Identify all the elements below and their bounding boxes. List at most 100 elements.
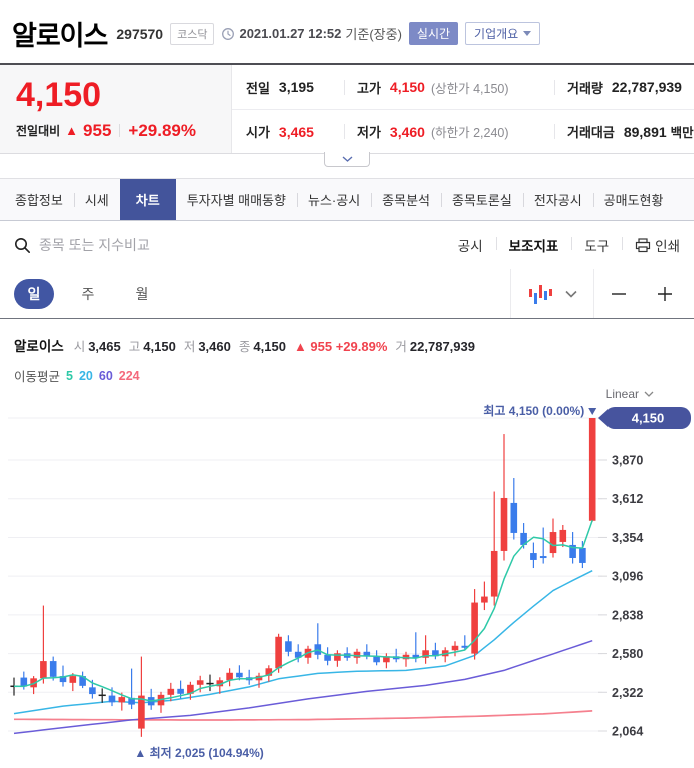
search-input[interactable] (39, 237, 299, 253)
change-percent: +29.89% (128, 120, 197, 140)
y-axis-label: 3,870 (612, 454, 643, 468)
candle (226, 672, 233, 681)
ma-60[interactable]: 60 (98, 368, 113, 383)
tab-투자자별 매매동향[interactable]: 투자자별 매매동향 (186, 193, 286, 208)
candle (177, 688, 184, 694)
candle (128, 697, 135, 705)
candle (520, 532, 527, 545)
compare-search[interactable] (14, 237, 445, 254)
low-annotation: ▲ 최저 2,025 (104.94%) (134, 745, 263, 760)
candle (138, 695, 145, 729)
clock-icon (222, 27, 235, 40)
candle (30, 678, 37, 688)
y-axis-label: 2,838 (612, 608, 643, 622)
candle (236, 672, 243, 678)
y-axis-label: 2,580 (612, 647, 643, 661)
period-일[interactable]: 일 (14, 278, 54, 309)
candle (275, 636, 282, 669)
quote-cell-거래량: 거래량 22,787,939 (554, 79, 694, 96)
candle (216, 680, 224, 687)
current-price-box: 4,150 전일대비 ▲ 955 +29.89% (0, 65, 232, 153)
candle (481, 596, 488, 603)
tab-종목토론실[interactable]: 종목토론실 (441, 179, 523, 220)
candle (196, 680, 204, 685)
price-summary: 4,150 전일대비 ▲ 955 +29.89% 전일 3,195 고가 4,150(… (0, 63, 694, 167)
candle (89, 687, 96, 695)
divider (510, 269, 511, 318)
candle (118, 697, 126, 703)
candle (79, 676, 86, 686)
인쇄-button[interactable]: 인쇄 (622, 235, 680, 255)
candle (549, 532, 557, 554)
scale-selector[interactable]: Linear (606, 387, 654, 401)
ohlc-종: 종 4,150 (238, 339, 286, 354)
보조지표-button[interactable]: 보조지표 (495, 235, 572, 255)
ma-20[interactable]: 20 (78, 368, 93, 383)
zoom-out-button[interactable] (596, 269, 642, 318)
current-price-tag: 4,150 (632, 411, 665, 426)
candle (20, 677, 28, 687)
candle (422, 650, 429, 658)
candle (490, 550, 498, 597)
company-overview-button[interactable]: 기업개요 (465, 22, 541, 45)
printer-icon (636, 237, 651, 252)
chart-legend: 알로이스 시 3,465 고 4,150 저 3,460 종 4,150 ▲ 955 +… (0, 319, 694, 401)
collapse-summary-button[interactable] (324, 152, 370, 167)
chart-type-dropdown[interactable] (513, 269, 591, 318)
candlestick-chart[interactable]: 3,870 3,612 3,354 3,096 2,838 2,580 2,322 2,064… (0, 401, 694, 763)
market-badge: 코스닥 (170, 22, 215, 45)
candle (167, 688, 175, 695)
search-icon (15, 237, 30, 253)
tab-차트[interactable]: 차트 (119, 179, 176, 220)
tab-종목분석[interactable]: 종목분석 (371, 179, 441, 220)
quote-cell-전일: 전일 3,195 (246, 79, 314, 96)
candle (294, 651, 302, 658)
ohlc-legend: 알로이스 시 3,465 고 4,150 저 3,460 종 4,150 ▲ 955 +… (14, 335, 680, 355)
tab-종합정보[interactable]: 종합정보 (15, 193, 63, 208)
candle (579, 547, 586, 563)
change-value: 955 (83, 120, 112, 140)
high-annotation: 최고 4,150 (0.00%) (483, 403, 584, 418)
candle (569, 544, 576, 558)
quote-table: 전일 3,195 고가 4,150 (상한가 4,150) 거래량 22,787,939 시가… (232, 65, 694, 153)
candle (559, 529, 567, 542)
ma-5[interactable]: 5 (66, 368, 73, 383)
divider (593, 269, 594, 318)
period-주[interactable]: 주 (81, 285, 95, 302)
chevron-down-icon (644, 391, 654, 397)
tab-시세[interactable]: 시세 (73, 179, 120, 220)
quote-cell-시가: 시가 3,465 (246, 123, 314, 141)
period-월[interactable]: 월 (135, 285, 149, 302)
zoom-in-button[interactable] (642, 269, 680, 318)
y-axis-label: 3,096 (612, 570, 643, 584)
도구-button[interactable]: 도구 (571, 235, 622, 255)
ma224-line (14, 710, 593, 721)
candle (412, 654, 420, 658)
candle (187, 684, 194, 694)
candle (363, 651, 371, 657)
candle (471, 602, 478, 654)
공시-button[interactable]: 공시 (457, 239, 483, 254)
legend-stock-name: 알로이스 (14, 339, 64, 354)
moving-average-legend: 이동평균 5 20 60 224 (14, 366, 680, 385)
candle (59, 676, 67, 683)
stock-name: 알로이스 (12, 21, 108, 51)
tab-전자공시[interactable]: 전자공시 (522, 179, 593, 220)
candle (530, 553, 537, 560)
tab-뉴스·공시[interactable]: 뉴스·공시 (296, 179, 371, 220)
minus-icon (612, 292, 626, 295)
candle (402, 654, 410, 660)
ohlc-고: 고 4,150 (128, 339, 176, 354)
current-price: 4,150 (16, 76, 102, 114)
y-axis-label: 3,612 (612, 492, 643, 506)
candle (451, 645, 459, 651)
stock-header: 알로이스 297570 코스닥 2021.01.27 12:52 기준(장중) … (0, 0, 694, 63)
tab-공매도현황[interactable]: 공매도현황 (592, 179, 675, 220)
candle (510, 502, 518, 533)
candle (539, 556, 547, 559)
ma-224[interactable]: 224 (118, 368, 140, 383)
candle (432, 650, 439, 657)
y-axis-label: 2,064 (612, 725, 643, 739)
chevron-down-icon (523, 31, 532, 36)
